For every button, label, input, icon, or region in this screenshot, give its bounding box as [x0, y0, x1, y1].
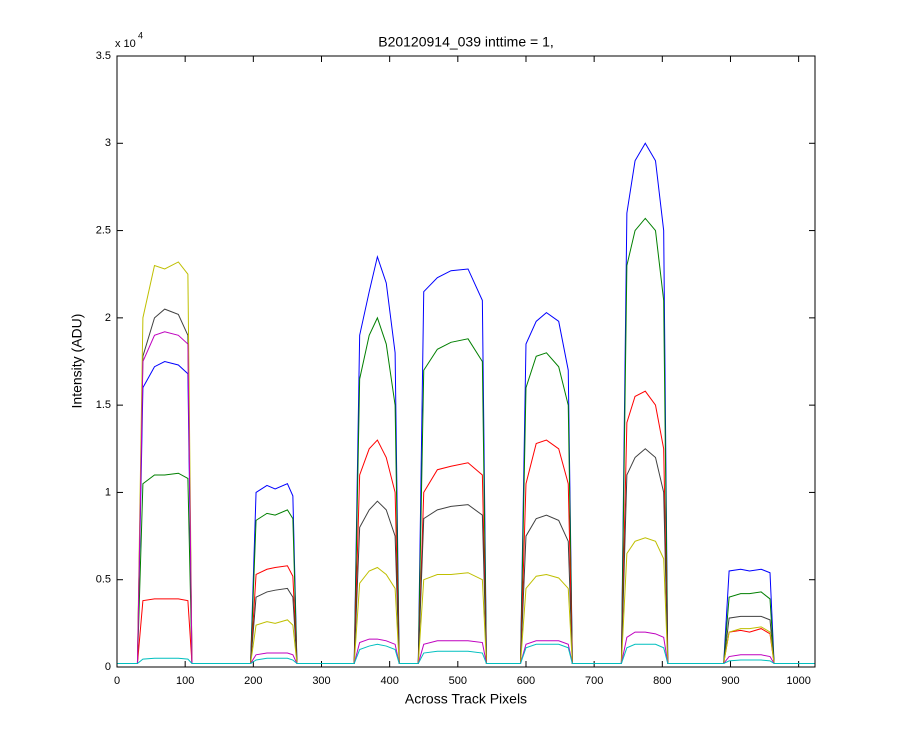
y-tick-label: 1	[105, 486, 111, 498]
x-tick-label: 1000	[786, 675, 810, 687]
x-axis-label: Across Track Pixels	[405, 691, 527, 707]
series-line	[117, 308, 815, 665]
chart-title: B20120914_039 inttime = 1,	[378, 34, 554, 50]
x-tick-label: 700	[585, 675, 603, 687]
y-tick-label: 2.5	[96, 224, 111, 236]
x-tick-label: 0	[114, 675, 120, 687]
y-tick-label: 0	[105, 661, 111, 673]
x-tick-label: 100	[176, 675, 194, 687]
series-line	[117, 261, 815, 665]
x-tick-label: 900	[721, 675, 739, 687]
y-axis-label: Intensity (ADU)	[69, 314, 85, 409]
x-tick-label: 200	[244, 675, 262, 687]
y-tick-label: 3.5	[96, 50, 111, 62]
x-tick-label: 400	[380, 675, 398, 687]
x-tick-label: 800	[653, 675, 671, 687]
y-tick-label: 3	[105, 137, 111, 149]
series-line	[117, 643, 815, 665]
y-tick-label: 0.5	[96, 574, 111, 586]
y-multiplier: x 10	[115, 38, 136, 50]
series-line	[117, 331, 815, 665]
x-tick-label: 600	[517, 675, 535, 687]
series-line	[117, 217, 815, 665]
y-multiplier-exponent: 4	[138, 30, 143, 40]
x-tick-label: 500	[449, 675, 467, 687]
plot-frame	[116, 55, 816, 668]
x-tick-label: 300	[312, 675, 330, 687]
y-tick-label: 2	[105, 312, 111, 324]
y-tick-label: 1.5	[96, 399, 111, 411]
